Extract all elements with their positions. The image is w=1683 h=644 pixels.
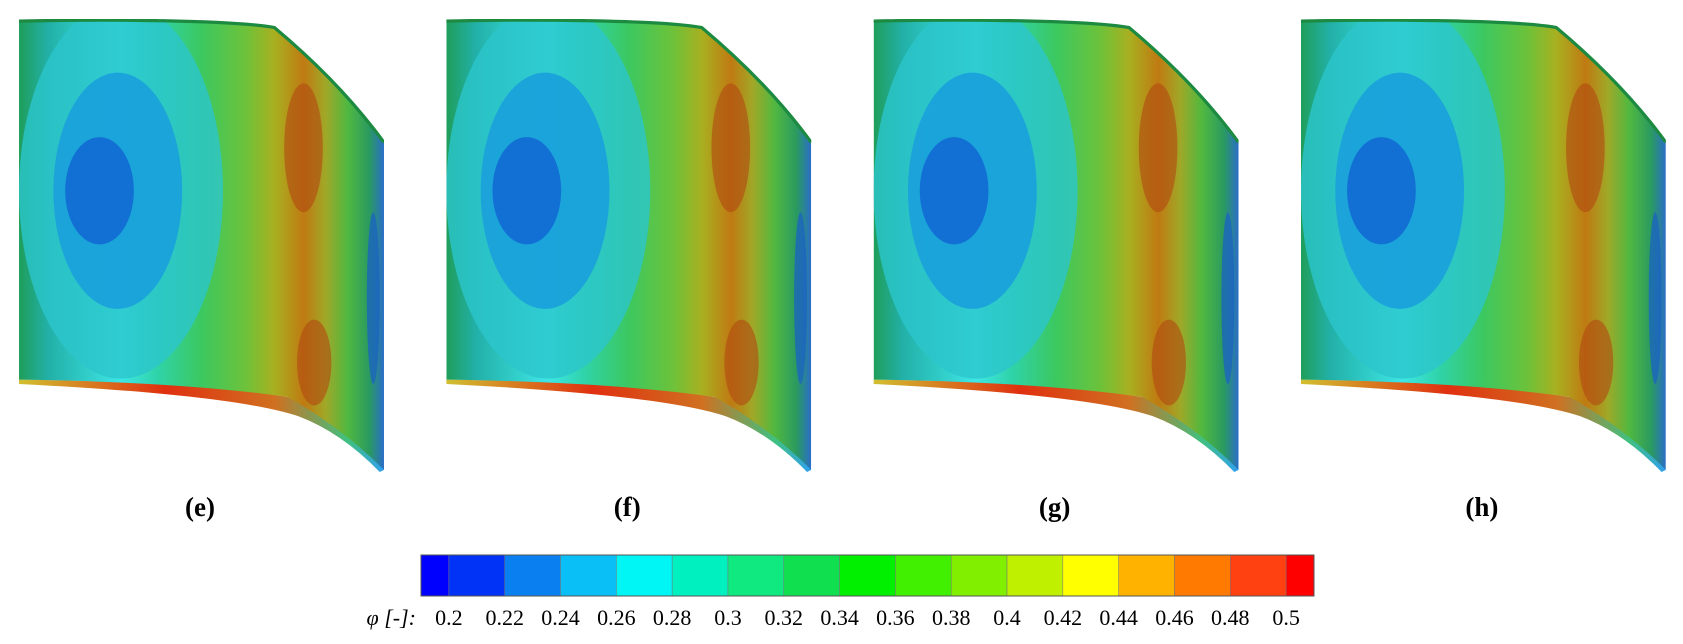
colorbar-segment (616, 554, 673, 597)
colorbar-segment (1230, 554, 1287, 597)
colorbar-tick-label: 0.3 (714, 605, 742, 630)
colorbar-segment (950, 554, 1008, 597)
colorbar-frame (420, 554, 1315, 597)
contour-plot (874, 3, 1239, 472)
colorbar-segment (1118, 554, 1175, 597)
colorbar-segment (727, 554, 785, 597)
contour-plot (446, 3, 811, 472)
colorbar-segment (1174, 554, 1231, 597)
colorbar-tick-label: 0.46 (1155, 605, 1194, 630)
contour-plot (19, 3, 384, 472)
colorbar-tick-label: 0.36 (876, 605, 915, 630)
colorbar-segment (783, 554, 840, 597)
colorbar-segment (839, 554, 896, 597)
colorbar-segment (560, 554, 617, 597)
colorbar-tick-label: 0.42 (1044, 605, 1083, 630)
colorbar-tick-label: 0.5 (1272, 605, 1300, 630)
colorbar-segment (1062, 554, 1119, 597)
panel-label: (f) (614, 492, 641, 522)
colorbar-segment (420, 554, 450, 597)
colorbar-tick-label: 0.2 (435, 605, 463, 630)
colorbar-segment (671, 554, 729, 597)
colorbar-segment (1006, 554, 1064, 597)
colorbar-tick-label: 0.34 (820, 605, 859, 630)
colorbar-label: φ [-]: (367, 605, 416, 630)
colorbar-tick-label: 0.4 (993, 605, 1021, 630)
panels: (e) (f) (g) (h) (19, 3, 1666, 522)
colorbar-segment (504, 554, 561, 597)
colorbar-tick-label: 0.44 (1099, 605, 1138, 630)
colorbar-tick-label: 0.22 (485, 605, 524, 630)
colorbar-tick-label: 0.38 (932, 605, 971, 630)
panel-label: (h) (1465, 492, 1498, 522)
contour-plot (1301, 3, 1666, 472)
colorbar-tick-label: 0.24 (541, 605, 580, 630)
colorbar-tick-label: 0.26 (597, 605, 636, 630)
colorbar-tick-label: 0.32 (765, 605, 804, 630)
colorbar-tick-label: 0.28 (653, 605, 692, 630)
colorbar: 0.2 0.22 0.24 0.26 0.28 0.3 0.32 0.34 0.36 0.38 0.… (420, 554, 1315, 630)
colorbar-segment (895, 554, 952, 597)
panel-label: (e) (185, 492, 215, 522)
colorbar-tick-label: 0.48 (1211, 605, 1250, 630)
panel-label: (g) (1039, 492, 1070, 522)
colorbar-segment (1285, 554, 1315, 597)
colorbar-segment (448, 554, 505, 597)
